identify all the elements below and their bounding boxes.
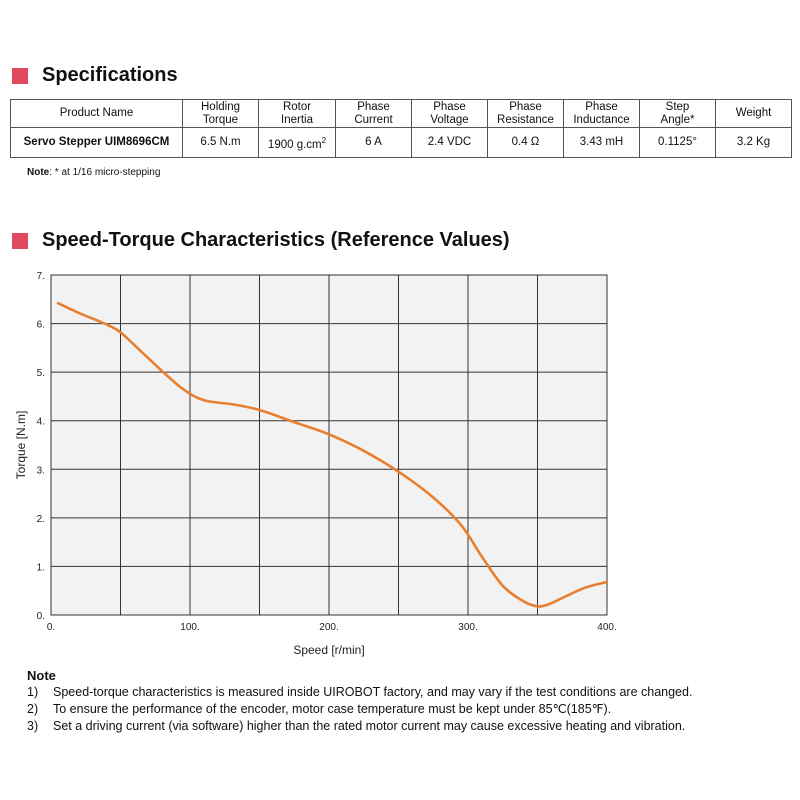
cell-product-name: Servo Stepper UIM8696CM (10, 127, 183, 158)
y-tick-label: 4. (37, 417, 45, 428)
y-tick-label: 3. (37, 465, 45, 476)
cell-holding-torque: 6.5 N.m (182, 127, 259, 158)
section-marker-icon (12, 67, 28, 84)
y-tick-label: 0. (37, 611, 45, 622)
y-tick-label: 2. (37, 514, 45, 525)
header-phase-inductance: Phase Inductance (563, 99, 640, 128)
chart-section-title: Speed-Torque Characteristics (Reference … (42, 229, 510, 251)
chart-heading: Speed-Torque Characteristics (Reference … (12, 229, 510, 252)
x-tick-label: 100. (180, 622, 199, 633)
cell-weight: 3.2 Kg (715, 127, 792, 158)
cell-phase-inductance: 3.43 mH (563, 127, 640, 158)
cell-phase-current: 6 A (335, 127, 412, 158)
header-weight: Weight (715, 99, 792, 128)
cell-phase-voltage: 2.4 VDC (411, 127, 488, 158)
cell-rotor-inertia: 1900 g.cm2 (258, 127, 336, 158)
spec-footnote: Note: * at 1/16 micro-stepping (27, 167, 161, 178)
x-axis-label: Speed [r/min] (293, 643, 364, 657)
header-rotor-inertia: Rotor Inertia (258, 99, 336, 128)
x-tick-label: 200. (319, 622, 338, 633)
speed-torque-chart: 0. 1. 2. 3. 4. 5. 6. 7. 0. 100. 200. 300. 400. Speed … (14, 271, 617, 657)
cell-phase-resistance: 0.4 Ω (487, 127, 564, 158)
table-header-row: Product Name Holding Torque Rotor Inertia … (10, 99, 792, 128)
y-tick-label: 6. (37, 320, 45, 331)
notes-block: Note 1) Speed-torque characteristics is m… (27, 667, 692, 735)
note-item: 3) Set a driving current (via software) h… (27, 719, 686, 733)
cell-step-angle: 0.1125° (639, 127, 716, 158)
x-tick-label: 400. (597, 622, 616, 633)
header-holding-torque: Holding Torque (182, 99, 259, 128)
y-axis-label: Torque [N.m] (14, 411, 28, 480)
plot-frame (50, 274, 608, 616)
section-marker-icon (12, 232, 28, 249)
note-item: 2) To ensure the performance of the encod… (27, 702, 612, 716)
table-row: Servo Stepper UIM8696CM 6.5 N.m 1900 g.c… (10, 127, 792, 158)
x-tick-label: 0. (47, 622, 55, 633)
specifications-title: Specifications (42, 64, 178, 86)
y-tick-label: 7. (37, 271, 45, 282)
header-product-name: Product Name (10, 99, 183, 128)
note-item: 1) Speed-torque characteristics is measur… (27, 685, 693, 699)
specifications-table: Product Name Holding Torque Rotor Inertia … (10, 99, 792, 158)
header-step-angle: Step Angle* (639, 99, 716, 128)
y-tick-label: 1. (37, 562, 45, 573)
header-phase-voltage: Phase Voltage (411, 99, 488, 128)
header-phase-current: Phase Current (335, 99, 412, 128)
header-phase-resistance: Phase Resistance (487, 99, 564, 128)
x-tick-label: 300. (458, 622, 477, 633)
specifications-heading: Specifications (12, 64, 178, 87)
notes-heading: Note (27, 668, 56, 683)
torque-curve (56, 301, 609, 608)
y-tick-label: 5. (37, 368, 45, 379)
